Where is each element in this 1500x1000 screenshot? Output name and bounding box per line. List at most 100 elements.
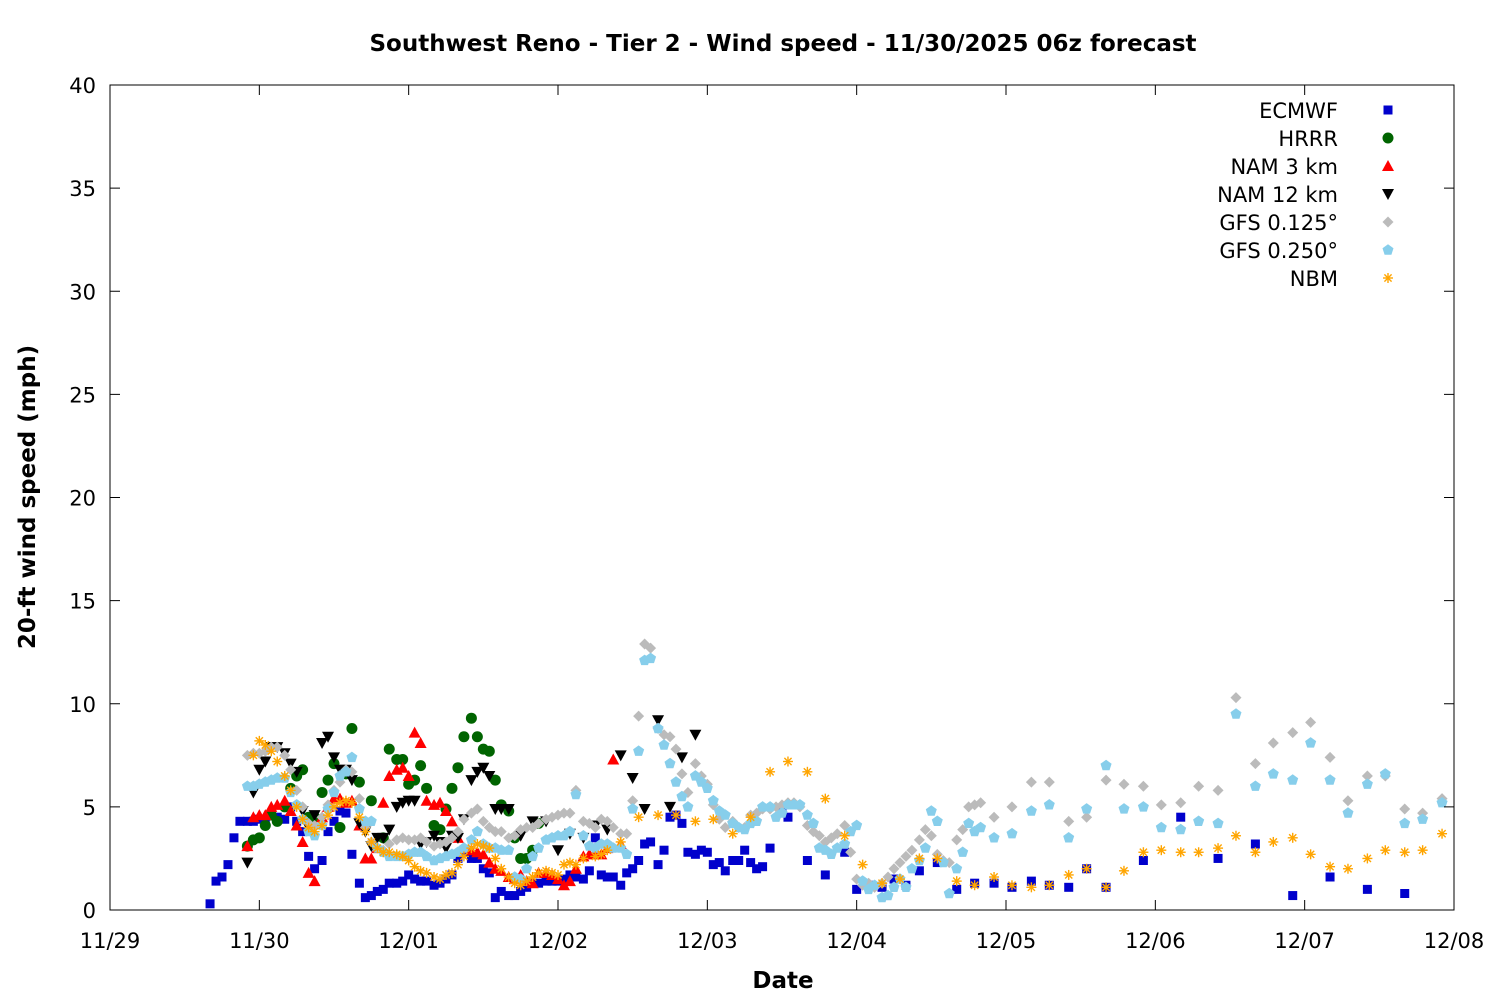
nbm-point	[1026, 882, 1037, 893]
gfs-0-250-point	[957, 846, 969, 857]
nbm-point	[452, 859, 463, 870]
gfs-0-250-point	[869, 879, 881, 890]
nbm-point	[458, 851, 469, 862]
nam-3-km-point	[365, 852, 378, 864]
nbm-point	[384, 847, 395, 858]
gfs-0-125-point	[1081, 811, 1093, 823]
ecmwf-point	[360, 893, 370, 903]
ecmwf-point	[378, 884, 388, 894]
hrrr-point	[421, 782, 433, 794]
gfs-0-250-point	[931, 815, 943, 826]
ecmwf-point	[229, 833, 239, 843]
ecmwf-point	[478, 864, 488, 874]
nam-12-km-point	[322, 731, 335, 743]
asterisk-stroke	[485, 844, 494, 853]
asterisk-stroke	[1007, 881, 1017, 890]
asterisk-stroke	[728, 829, 737, 838]
nam-3-km-point	[483, 856, 496, 868]
gfs-0-250-point	[328, 786, 340, 798]
gfs-0-250-point	[1137, 801, 1149, 812]
asterisk-stroke	[616, 837, 625, 847]
gfs-0-250-point	[900, 881, 912, 892]
nam-3-km-point	[420, 794, 433, 806]
nbm-point	[1250, 847, 1261, 858]
nbm-point	[670, 810, 681, 821]
nam-3-km-point	[284, 805, 297, 816]
gfs-0-250-point	[271, 772, 283, 783]
asterisk-stroke	[1381, 846, 1390, 855]
asterisk-stroke	[367, 837, 376, 847]
ecmwf-point	[242, 816, 252, 826]
asterisk-stroke	[1082, 864, 1091, 873]
nbm-point	[1193, 847, 1204, 858]
asterisk-stroke	[261, 740, 270, 750]
asterisk-stroke	[1045, 881, 1054, 890]
nbm-point	[914, 853, 925, 864]
gfs-0-250-point	[1287, 774, 1299, 785]
ecmwf-point	[1400, 889, 1410, 898]
nam-12-km-point	[526, 816, 539, 828]
asterisk-stroke	[597, 850, 606, 859]
asterisk-stroke	[1139, 848, 1148, 857]
ecmwf-point	[1064, 882, 1074, 892]
nbm-point	[745, 812, 756, 823]
ecmwf-point	[665, 812, 675, 822]
ecmwf-point	[1362, 884, 1372, 894]
ecmwf-point	[640, 839, 650, 849]
ecmwf-point	[696, 845, 706, 855]
gfs-0-250-point	[503, 844, 515, 855]
gfs-0-250-point	[701, 782, 713, 793]
gfs-0-250-point	[1230, 708, 1242, 719]
asterisk-stroke	[473, 839, 482, 849]
asterisk-stroke	[858, 860, 867, 869]
ecmwf-point	[622, 868, 632, 878]
gfs-0-125-point	[452, 826, 464, 838]
asterisk-stroke	[1437, 829, 1447, 838]
gfs-0-125-point	[670, 743, 682, 755]
gfs-0-125-point	[664, 731, 676, 743]
nbm-point	[1006, 880, 1017, 891]
gfs-0-125-point	[601, 815, 613, 827]
ecmwf-point	[453, 853, 463, 863]
ecmwf-point	[677, 818, 687, 828]
nam-12-km-point	[259, 756, 272, 768]
gfs-0-250-point	[1175, 823, 1187, 835]
ecmwf-point	[217, 872, 227, 882]
nbm-point	[894, 874, 905, 885]
ecmwf-point	[989, 878, 999, 888]
ecmwf-point	[205, 899, 215, 909]
gfs-0-125-point	[627, 795, 639, 807]
asterisk-stroke	[516, 881, 525, 890]
x-tick-label: 12/05	[976, 929, 1037, 953]
nam-3-km-point	[383, 769, 396, 781]
gfs-0-250-point	[1118, 803, 1130, 814]
nam-12-km-point	[390, 801, 403, 813]
asterisk-stroke	[1288, 833, 1297, 842]
nbm-point	[366, 836, 377, 847]
nbm-point	[303, 822, 314, 833]
ecmwf-point	[746, 858, 756, 868]
gfs-0-250-point	[664, 757, 676, 769]
gfs-0-125-point	[988, 811, 1000, 823]
gfs-0-250-point	[919, 842, 931, 853]
x-tick-label: 12/06	[1125, 929, 1186, 953]
gfs-0-125-point	[1043, 776, 1055, 788]
legend-label-ecmwf: ECMWF	[1259, 99, 1338, 123]
nam-12-km-point	[626, 773, 639, 784]
gfs-0-250-point	[801, 809, 813, 820]
gfs-0-125-point	[1137, 780, 1149, 792]
ecmwf-point	[422, 876, 432, 886]
asterisk-stroke	[915, 854, 924, 863]
ecmwf-point	[820, 870, 830, 880]
hrrr-point	[365, 795, 377, 807]
gfs-0-250-point	[1399, 817, 1411, 829]
ecmwf-point	[634, 856, 644, 865]
gfs-0-125-point	[477, 815, 489, 827]
gfs-0-125-point	[1155, 799, 1167, 811]
gfs-0-250-point	[682, 801, 694, 812]
gfs-0-250-point	[839, 838, 851, 849]
gfs-0-125-point	[615, 828, 627, 840]
x-tick-label: 12/04	[826, 929, 887, 953]
gfs-0-250-point	[1324, 774, 1336, 785]
